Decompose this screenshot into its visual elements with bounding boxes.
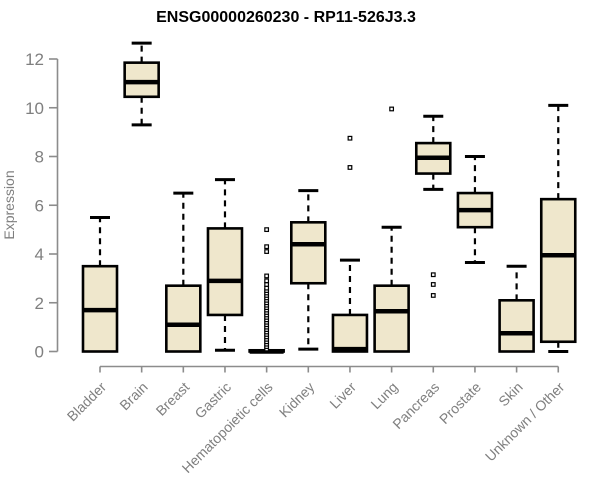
x-tick-label: Bladder [64, 379, 110, 425]
box-group [248, 227, 285, 354]
outlier-point [430, 293, 436, 298]
y-axis: 0 2 4 6 8 10 12 Expression [1, 50, 59, 362]
y-tick-label: 6 [35, 196, 44, 215]
outlier-point [347, 165, 353, 170]
iqr-box [206, 227, 244, 317]
box-group [331, 135, 369, 353]
y-tick-label: 0 [35, 343, 44, 362]
x-tick-label: Kidney [276, 379, 318, 421]
x-tick-label: Breast [153, 379, 193, 419]
x-tick-label: Unknown / Other [482, 379, 568, 465]
box-group [81, 215, 119, 353]
y-tick-label: 10 [25, 99, 44, 118]
outlier-point [347, 135, 353, 141]
outlier-point [264, 244, 270, 250]
y-tick-label: 12 [25, 50, 44, 69]
box-group [206, 178, 244, 352]
iqr-box [539, 197, 577, 344]
y-axis-title: Expression [1, 170, 17, 239]
y-tick-label: 2 [35, 294, 44, 313]
box-group [498, 264, 535, 353]
box-group [373, 106, 410, 353]
outlier-point [430, 282, 436, 287]
x-tick-label: Skin [495, 379, 526, 410]
outlier-point [389, 106, 395, 112]
y-tick-label: 4 [35, 245, 44, 264]
iqr-box [373, 284, 410, 353]
box-group [165, 191, 202, 353]
box-group [539, 103, 577, 353]
iqr-box [498, 299, 535, 353]
outlier-point [430, 272, 436, 278]
outlier-point [264, 278, 270, 284]
x-tick-label: Prostate [436, 379, 484, 427]
chart-title: ENSG00000260230 - RP11-526J3.3 [156, 9, 416, 26]
y-tick-label: 8 [35, 148, 44, 167]
outlier-point [264, 227, 270, 233]
x-tick-label: Lung [367, 379, 400, 412]
box-group [456, 155, 494, 265]
box-group [414, 114, 452, 298]
iqr-box [165, 284, 202, 353]
x-tick-label: Brain [116, 379, 150, 413]
x-tick-label: Liver [326, 379, 359, 412]
outlier-point [264, 273, 270, 279]
iqr-box [289, 221, 327, 285]
outlier-point [264, 249, 270, 254]
iqr-box [123, 61, 160, 99]
iqr-box [331, 313, 369, 353]
box-group [289, 189, 327, 351]
box-group [123, 41, 160, 127]
